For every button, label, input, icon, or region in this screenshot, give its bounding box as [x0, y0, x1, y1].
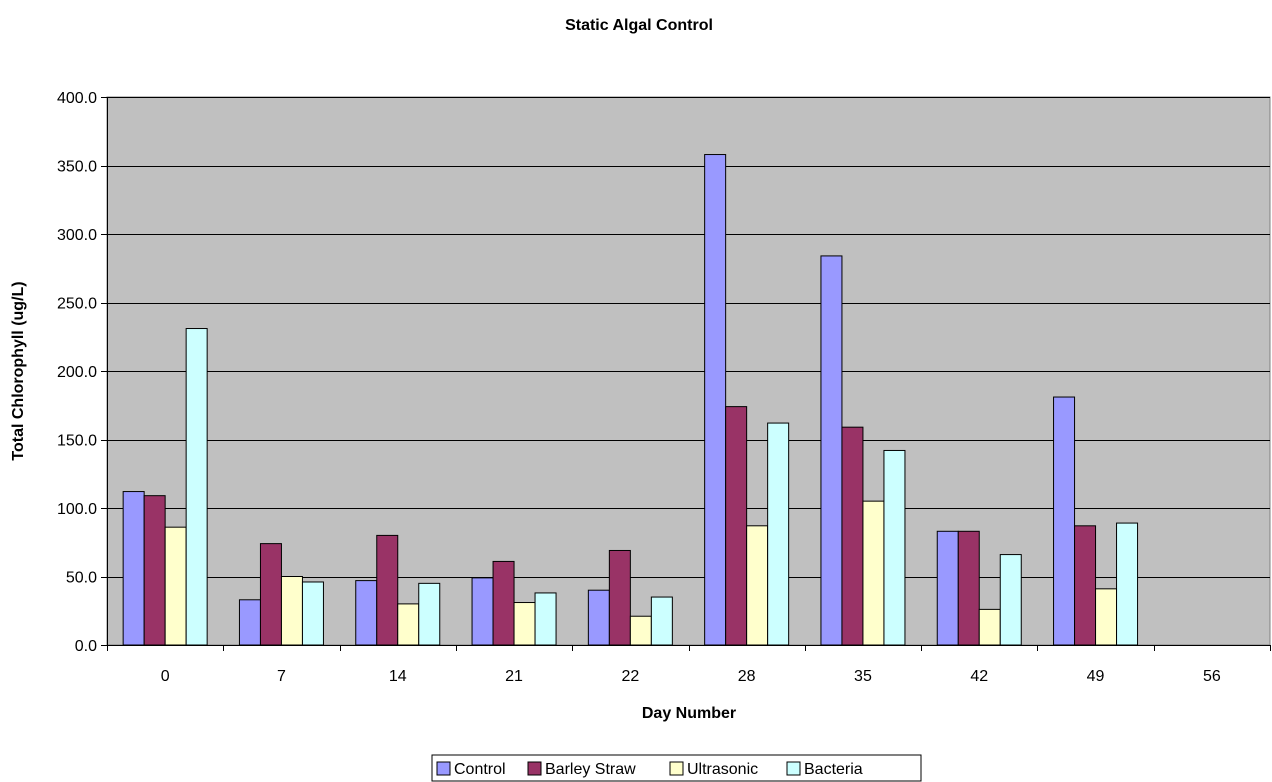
legend: Control Barley Straw Ultrasonic Bacteria: [431, 754, 922, 782]
x-tick-label: 7: [277, 668, 286, 685]
x-tick-label: 56: [1203, 668, 1221, 685]
y-tick-label: 0.0: [75, 638, 97, 655]
x-tick-label: 0: [161, 668, 170, 685]
y-axis-title: Total Chlorophyll (ug/L): [10, 281, 27, 460]
bar-ultrasonic-day-14: [397, 603, 420, 646]
bar-bacteria-day-49: [1116, 522, 1139, 646]
y-tick-label: 400.0: [57, 90, 97, 107]
legend-label-bacteria: Bacteria: [804, 761, 863, 778]
bar-ultrasonic-day-0: [164, 526, 187, 646]
plot-area: [106, 96, 1271, 646]
bar-barley-straw-day-0: [143, 495, 166, 646]
bar-control-day-22: [587, 589, 610, 646]
bar-control-day-42: [936, 530, 959, 646]
bar-bacteria-day-28: [767, 422, 790, 646]
y-tick-label: 350.0: [57, 159, 97, 176]
bar-barley-straw-day-35: [841, 426, 864, 646]
bar-control-day-14: [355, 580, 378, 646]
x-tick-label: 21: [505, 668, 523, 685]
legend-items: Control Barley Straw Ultrasonic Bacteria: [436, 761, 863, 778]
bar-control-day-7: [238, 599, 261, 646]
bar-barley-straw-day-14: [376, 534, 399, 646]
bar-barley-straw-day-22: [608, 549, 631, 646]
bar-bacteria-day-7: [301, 581, 324, 646]
legend-swatch-bacteria: [786, 761, 801, 776]
legend-swatch-control: [436, 761, 451, 776]
y-tick-labels: 0.0 50.0 100.0 150.0 200.0 250.0 300.0 350.0 400…: [57, 90, 97, 655]
y-tick-label: 50.0: [66, 570, 97, 587]
bar-bacteria-day-22: [650, 596, 673, 646]
x-tick-label: 28: [738, 668, 756, 685]
bar-bacteria-day-35: [883, 449, 906, 646]
x-tick-label: 14: [389, 668, 407, 685]
bar-bacteria-day-21: [534, 592, 557, 646]
y-tick-label: 300.0: [57, 227, 97, 244]
bar-control-day-28: [704, 154, 727, 646]
legend-label-ultrasonic: Ultrasonic: [687, 761, 758, 778]
bar-ultrasonic-day-21: [513, 602, 536, 646]
y-tick-label: 150.0: [57, 433, 97, 450]
axes: [101, 97, 1271, 651]
x-tick-label: 22: [621, 668, 639, 685]
x-tick-labels: 0 7 14 21 22 28 35 42 49 56: [161, 668, 1221, 685]
bar-barley-straw-day-42: [957, 530, 980, 646]
bar-control-day-49: [1053, 396, 1076, 646]
bar-barley-straw-day-28: [725, 406, 748, 646]
bars: [122, 154, 1139, 646]
bar-control-day-35: [820, 255, 843, 646]
y-tick-label: 250.0: [57, 296, 97, 313]
x-tick-label: 35: [854, 668, 872, 685]
bar-control-day-21: [471, 577, 494, 646]
bar-ultrasonic-day-42: [978, 608, 1001, 646]
bar-control-day-0: [122, 491, 145, 646]
bar-ultrasonic-day-49: [1095, 588, 1118, 646]
bar-bacteria-day-0: [185, 328, 208, 646]
bar-barley-straw-day-21: [492, 560, 515, 646]
bar-ultrasonic-day-35: [862, 500, 885, 646]
bar-ultrasonic-day-28: [746, 525, 769, 646]
bar-barley-straw-day-7: [259, 543, 282, 646]
x-tick-label: 42: [970, 668, 988, 685]
bar-barley-straw-day-49: [1074, 525, 1097, 646]
bar-bacteria-day-42: [999, 554, 1022, 646]
y-tick-label: 200.0: [57, 364, 97, 381]
legend-swatch-ultrasonic: [669, 761, 684, 776]
legend-label-control: Control: [454, 761, 506, 778]
bar-ultrasonic-day-22: [629, 615, 652, 646]
legend-swatch-barley-straw: [527, 761, 542, 776]
bar-ultrasonic-day-7: [280, 576, 303, 646]
legend-label-barley-straw: Barley Straw: [545, 761, 636, 778]
chart-title: Static Algal Control: [565, 17, 713, 34]
y-tick-label: 100.0: [57, 501, 97, 518]
bar-bacteria-day-14: [418, 582, 441, 646]
x-axis-title: Day Number: [642, 705, 736, 722]
x-tick-label: 49: [1087, 668, 1105, 685]
